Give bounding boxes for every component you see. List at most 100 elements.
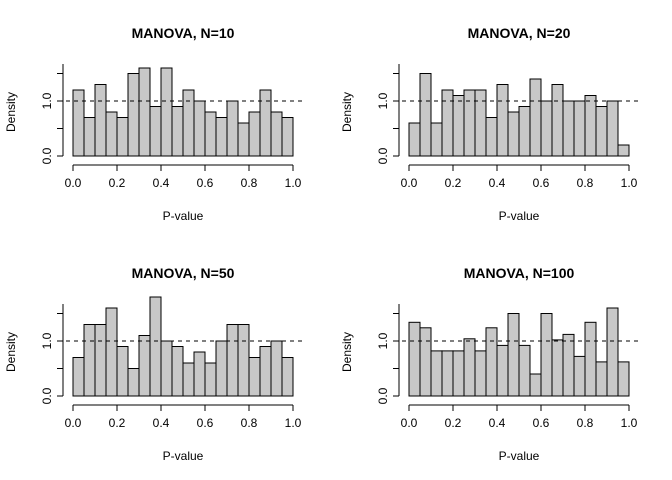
chart-title: MANOVA, N=10 [132,25,235,41]
histogram-bar [204,111,217,157]
histogram-panel-4: MANOVA, N=100 0.0 0.2 0.4 0.6 0.8 1.0 0.0 1.0 P-v… [340,265,639,463]
x-tick-label: 0.2 [109,416,126,430]
histogram-bar [171,106,184,157]
histogram-bar [171,346,184,397]
histogram-bar [551,84,564,157]
histogram-bar [237,324,250,397]
x-tick-label: 1.0 [621,176,638,190]
histogram-panel-1: MANOVA, N=10 0.0 0.2 0.4 0.6 0.8 1.0 0.0 1.0 P-va… [4,25,303,223]
chart-title: MANOVA, N=20 [468,25,571,41]
histogram-bar [259,346,272,397]
x-tick-label: 0.4 [153,176,170,190]
histogram-bar [72,89,85,157]
histogram-bar [105,307,118,397]
x-tick-label: 1.0 [285,416,302,430]
histogram-bar [226,100,239,157]
histogram-bar [452,95,465,157]
histogram-bar [617,361,630,397]
histogram-bar [485,117,498,157]
x-tick-label: 0.0 [401,416,418,430]
x-tick-label: 0.2 [445,416,462,430]
y-axis-label: Density [4,332,18,372]
histogram-bar [160,340,173,397]
histogram-bar [270,340,283,397]
histogram-bar [281,357,294,397]
y-tick-label: 0.0 [40,387,54,404]
histogram-bar [94,84,107,157]
histogram-bar [584,95,597,157]
histogram-bar [496,84,509,157]
x-tick-label: 1.0 [285,176,302,190]
histogram-bar [182,362,195,397]
histogram-bar [193,100,206,157]
histogram-bar [617,144,630,157]
x-axis-label: P-value [163,209,204,223]
histogram-bar [105,111,118,157]
histogram-bar [138,335,151,397]
histogram-bar [138,67,151,157]
y-tick-label: 0.0 [376,147,390,164]
x-axis-label: P-value [499,209,540,223]
x-tick-label: 0.8 [577,416,594,430]
y-tick-label: 1.0 [40,332,54,349]
histogram-panel-2: MANOVA, N=20 0.0 0.2 0.4 0.6 0.8 1.0 0.0 1.0 P-va… [340,25,639,223]
histogram-bar [248,357,261,397]
x-tick-label: 0.4 [489,416,506,430]
histogram-bar [430,122,443,157]
histogram-bar [463,89,476,157]
histogram-bar [496,344,509,397]
histogram-bar [606,307,619,397]
x-tick-label: 0.6 [197,416,214,430]
x-axis-label: P-value [499,449,540,463]
x-tick-label: 1.0 [621,416,638,430]
x-axis-label: P-value [163,449,204,463]
histogram-bar [215,117,228,157]
histogram-bar [573,100,586,157]
histogram-bar [160,67,173,157]
histogram-bar [441,89,454,157]
x-tick-label: 0.8 [577,176,594,190]
histogram-bar [281,117,294,157]
x-tick-label: 0.8 [241,416,258,430]
histogram-bar [248,111,261,157]
histogram-bar [474,350,487,397]
histogram-bar [463,338,476,397]
histogram-bar [116,346,129,397]
histogram-panel-3: MANOVA, N=50 0.0 0.2 0.4 0.6 0.8 1.0 0.0 1.0 P-va… [4,265,303,463]
histogram-bar [529,78,542,157]
y-tick-label: 0.0 [40,147,54,164]
histogram-bar [441,350,454,397]
histogram-bar [182,89,195,157]
x-tick-label: 0.6 [197,176,214,190]
histogram-bar [562,333,575,397]
y-axis-label: Density [340,92,354,132]
x-tick-label: 0.2 [445,176,462,190]
histogram-bar [226,324,239,397]
y-axis-label: Density [4,92,18,132]
x-tick-label: 0.4 [489,176,506,190]
x-tick-label: 0.0 [65,176,82,190]
histogram-bar [573,355,586,397]
x-tick-label: 0.0 [401,176,418,190]
histogram-bar [215,340,228,397]
histogram-bar [237,122,250,157]
histogram-bar [551,339,564,397]
histogram-bar [518,344,531,397]
histogram-bar [584,321,597,397]
x-tick-label: 0.0 [65,416,82,430]
y-tick-label: 0.0 [376,387,390,404]
x-tick-label: 0.6 [533,416,550,430]
histogram-bar [83,324,96,397]
histogram-bar [270,111,283,157]
histogram-bar [419,327,432,397]
histogram-bar [529,373,542,397]
y-tick-label: 1.0 [376,332,390,349]
histogram-bar [595,106,608,157]
histogram-bar [149,296,162,397]
histogram-bar [408,321,421,397]
histogram-bar [149,106,162,157]
chart-title: MANOVA, N=50 [132,265,235,281]
histogram-bar [72,357,85,397]
chart-title: MANOVA, N=100 [464,265,575,281]
